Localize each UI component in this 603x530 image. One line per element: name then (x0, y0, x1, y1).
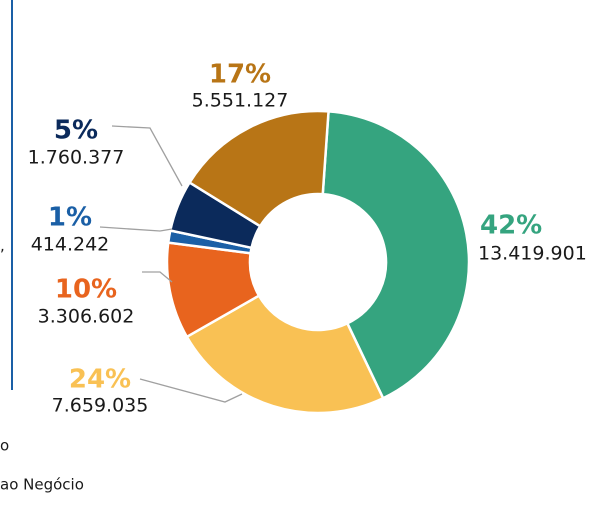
value-label: 7.659.035 (52, 395, 149, 417)
leader-line (139, 378, 243, 403)
fragment: , (0, 237, 5, 255)
leader-line (142, 271, 173, 283)
percentage-label: 10% (55, 275, 117, 305)
percentage-label: 1% (48, 203, 92, 233)
slice (321, 110, 471, 400)
value-label: 13.419.901 (478, 243, 587, 265)
percentage-label: 42% (480, 211, 542, 241)
leader-line (99, 226, 173, 232)
leader-line (111, 125, 183, 187)
slice (187, 109, 330, 228)
value-label: 414.242 (31, 234, 110, 256)
slice (185, 293, 385, 415)
percentage-label: 24% (69, 365, 131, 395)
percentage-label: 5% (54, 116, 98, 146)
fragment: o (0, 437, 9, 455)
value-label: 1.760.377 (28, 147, 125, 169)
percentage-label: 17% (209, 60, 271, 90)
fragment: ao Negócio (0, 476, 84, 494)
value-label: 5.551.127 (192, 90, 289, 112)
value-label: 3.306.602 (38, 306, 135, 328)
